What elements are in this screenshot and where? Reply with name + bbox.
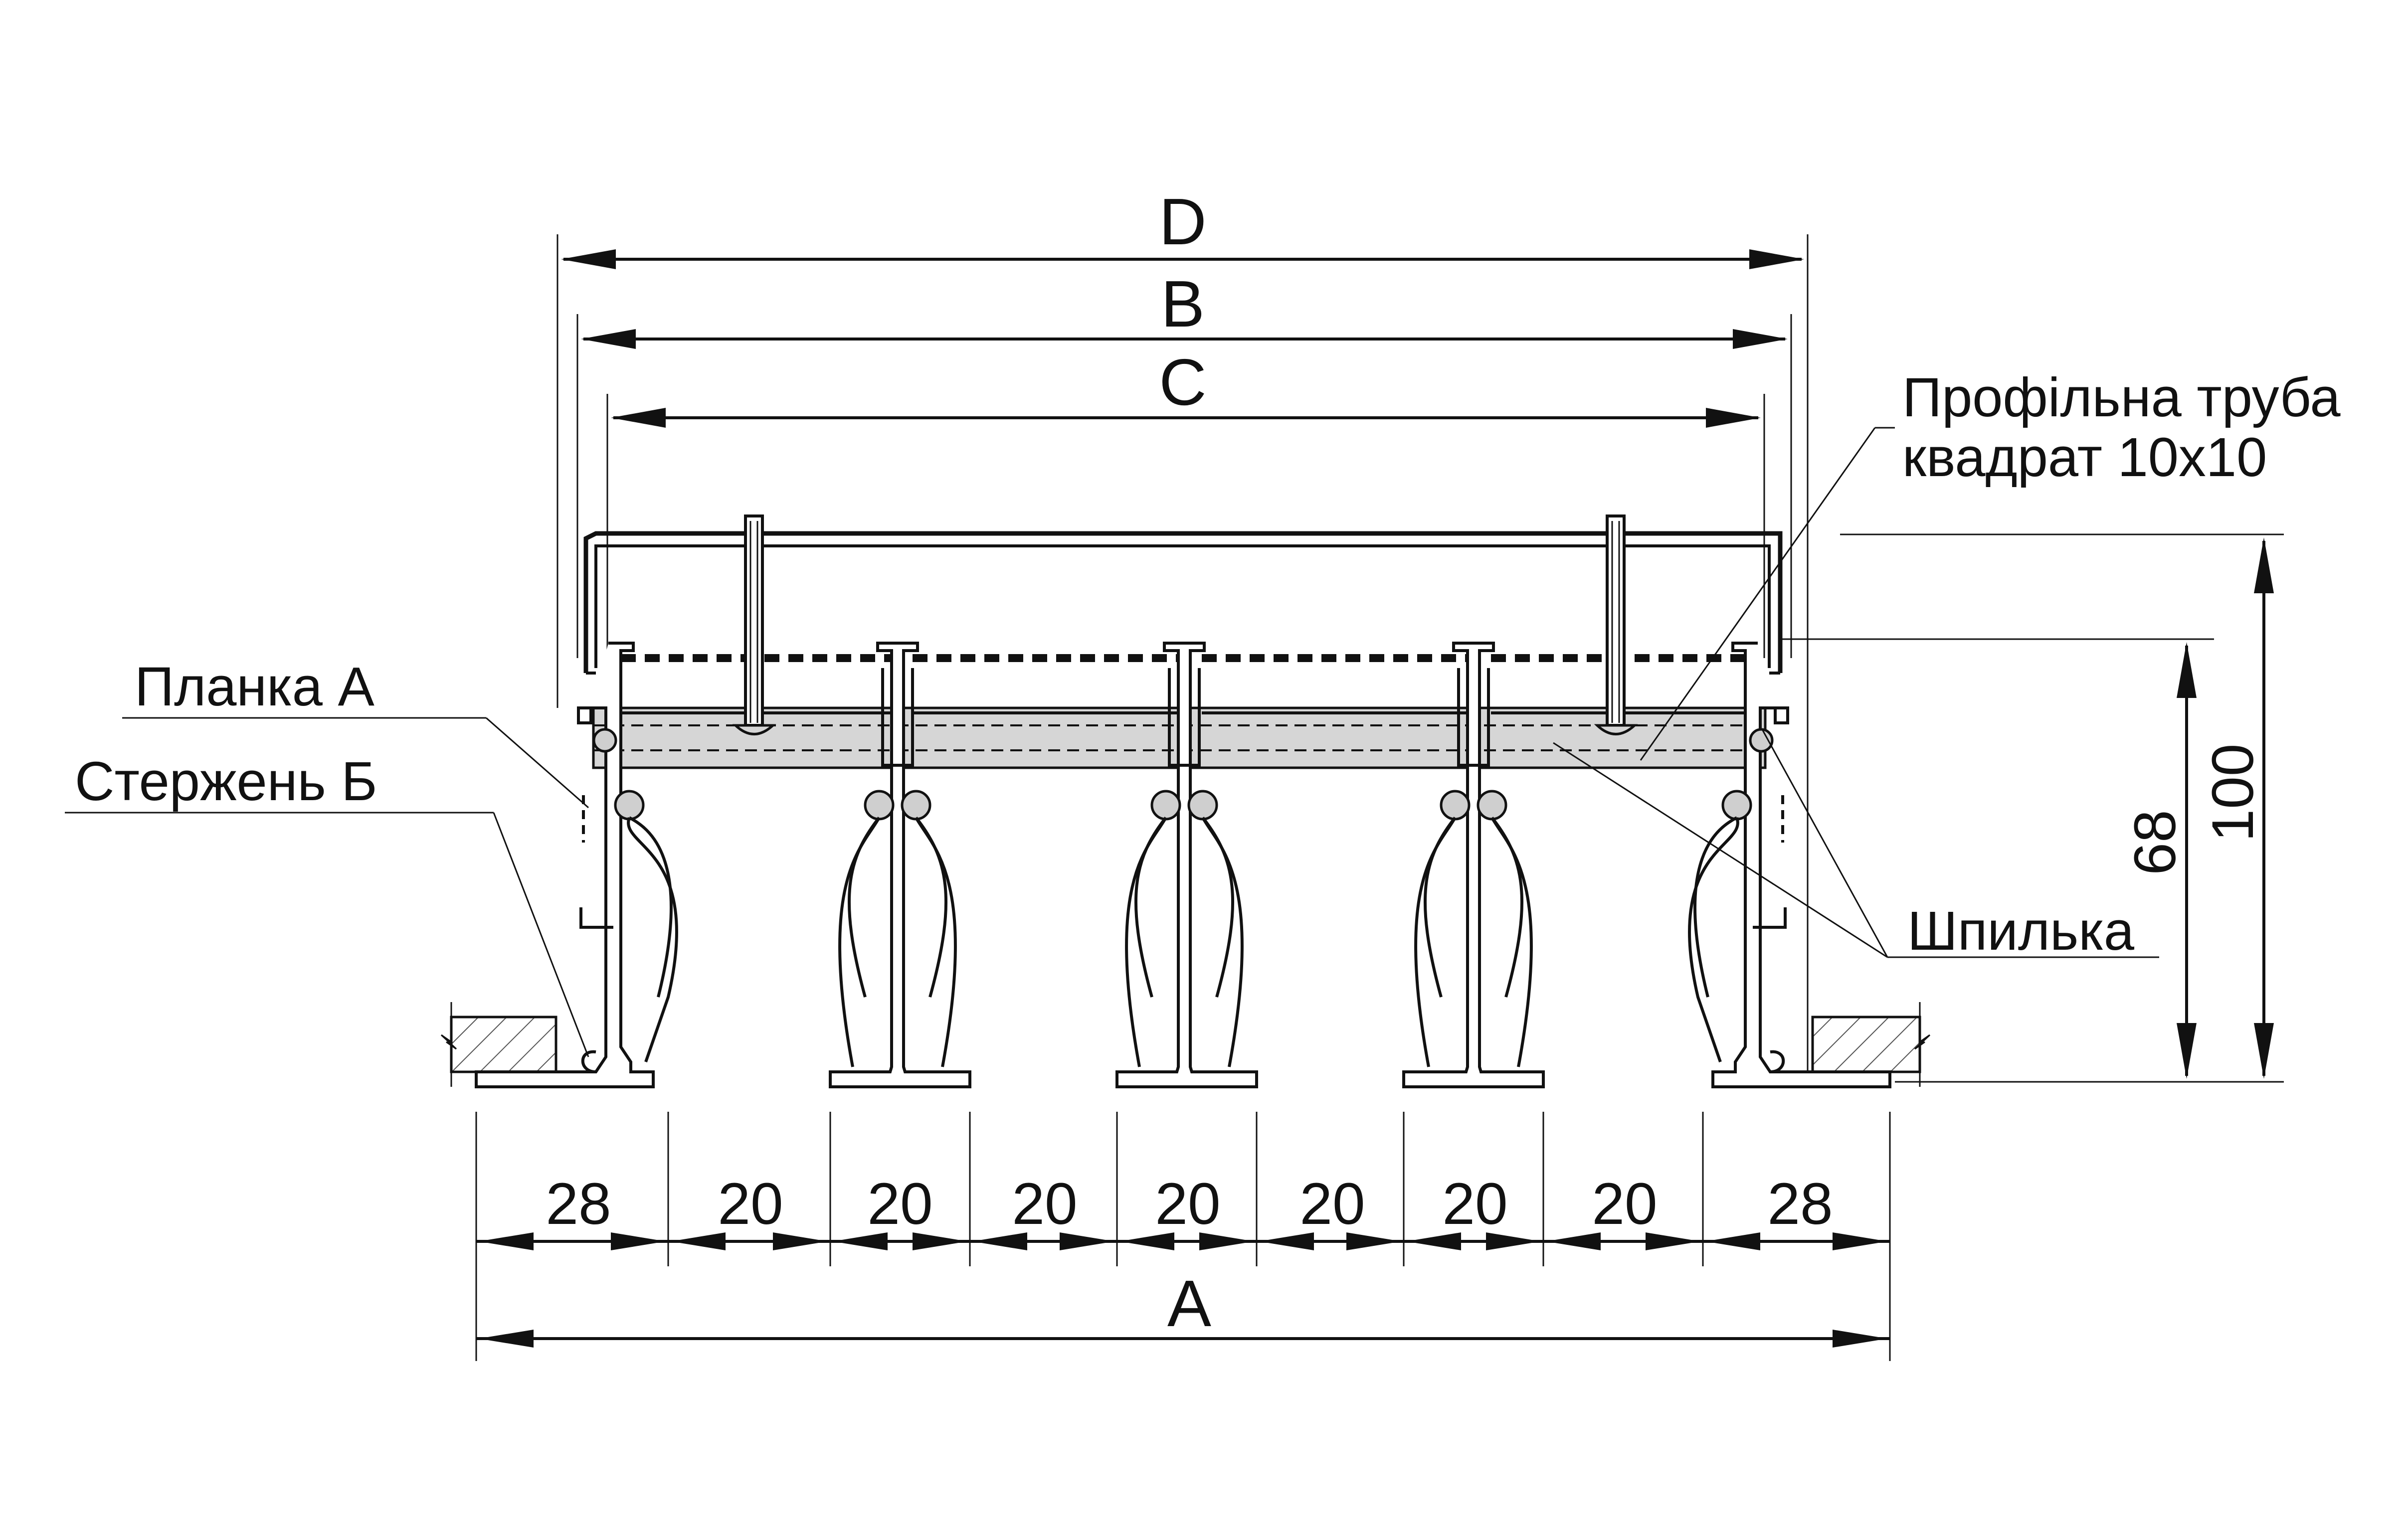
dimension-c-label: C: [1159, 345, 1206, 419]
dimension-a-label: A: [1167, 1267, 1211, 1340]
callout-tube-label-line2: квадрат 10х10: [1902, 427, 2267, 488]
segment-7-label: 20: [1442, 1171, 1507, 1237]
dimension-height-frame-label: 68: [2122, 810, 2188, 875]
segment-8-label: 20: [1592, 1171, 1657, 1237]
t-profile-3: [1402, 642, 1545, 1088]
segment-3-label: 20: [867, 1171, 932, 1237]
callout-plate: Планка А: [122, 656, 589, 809]
right-wall-block: [1811, 1002, 1931, 1087]
callout-rod: Стержень Б: [65, 751, 589, 1057]
stud-left: [732, 514, 776, 735]
segment-6-label: 20: [1299, 1171, 1365, 1237]
segment-4-label: 20: [1012, 1171, 1077, 1237]
segment-5-label: 20: [1155, 1171, 1220, 1237]
segment-9-label: 28: [1767, 1171, 1833, 1237]
callout-tube-label-line1: Профільна труба: [1902, 367, 2341, 428]
callout-stud-label: Шпилька: [1907, 900, 2135, 962]
callout-rod-label: Стержень Б: [75, 751, 377, 812]
left-edge-profile: [475, 642, 678, 1088]
t-profile-2: [1115, 642, 1258, 1088]
dimension-c: C: [606, 345, 1765, 658]
dimension-d: D: [556, 185, 1809, 1087]
dimension-b-label: B: [1161, 267, 1205, 341]
dimension-a: A: [476, 1267, 1890, 1348]
stud-right: [1594, 514, 1638, 735]
callout-tube: Профільна труба квадрат 10х10: [1640, 367, 2341, 761]
segment-1-label: 28: [546, 1171, 611, 1237]
callout-stud: Шпилька: [1553, 730, 2159, 962]
chain-arrows: [479, 1232, 1887, 1250]
bottom-dimension-chain: 28 20 20 20 20 20 20 20 28: [475, 1112, 1891, 1361]
dimension-height-total-label: 100: [2200, 744, 2266, 842]
dimension-height-total: 100: [1840, 533, 2284, 1083]
dimension-d-label: D: [1159, 185, 1206, 258]
dimension-b: B: [576, 267, 1792, 658]
t-profile-1: [829, 642, 971, 1088]
right-edge-profile: [1688, 642, 1891, 1088]
dimension-height-frame: 68: [1780, 638, 2214, 1079]
segment-2-label: 20: [718, 1171, 783, 1237]
outer-frame: [583, 531, 1783, 675]
callout-plate-label: Планка А: [135, 656, 374, 717]
left-wall-block: [440, 1002, 557, 1087]
